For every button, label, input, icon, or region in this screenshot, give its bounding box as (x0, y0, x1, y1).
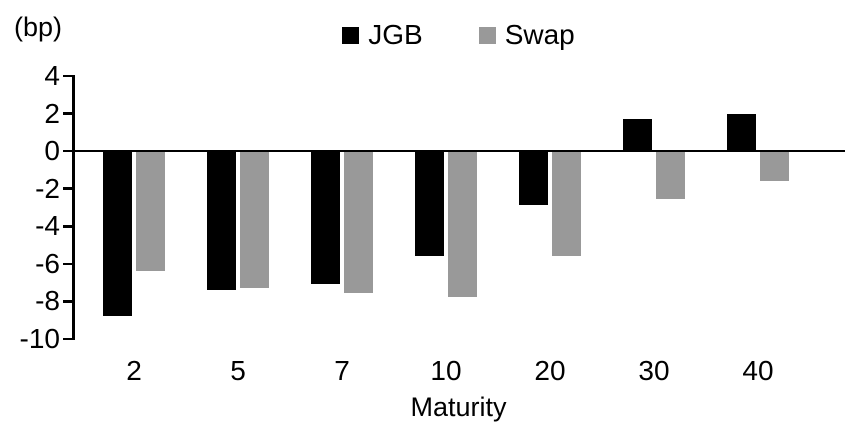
bar-swap-40 (760, 152, 789, 181)
y-tick-mark (63, 300, 72, 303)
legend-marker-jgb (342, 26, 360, 44)
y-tick-label: -10 (19, 323, 60, 354)
y-axis-unit-label: (bp) (14, 12, 63, 42)
plot-area (63, 74, 845, 341)
legend-label: Swap (504, 19, 575, 50)
x-tick-label: 7 (334, 355, 350, 386)
bar-jgb-7 (311, 152, 340, 284)
y-tick-label: 4 (44, 60, 60, 91)
x-axis-title: Maturity (410, 392, 507, 422)
y-tick-label: -4 (35, 210, 60, 242)
y-tick-mark (63, 187, 72, 190)
x-tick-label: 30 (638, 355, 670, 386)
y-tick-label: 2 (44, 97, 60, 129)
bar-swap-10 (448, 152, 477, 298)
bar-jgb-30 (623, 119, 652, 152)
y-tick-mark (63, 262, 72, 266)
bar-jgb-2 (103, 152, 132, 316)
bar-jgb-40 (727, 113, 756, 152)
chart-legend: JGB Swap (72, 20, 845, 50)
y-tick-mark (63, 112, 72, 115)
legend-item-jgb: JGB (342, 19, 423, 50)
y-tick-label: 0 (44, 135, 60, 167)
y-tick-label: -2 (35, 172, 60, 204)
bar-swap-20 (552, 152, 581, 256)
legend-marker-swap (478, 26, 496, 44)
x-tick-label: 20 (534, 355, 566, 386)
bar-swap-5 (240, 152, 269, 288)
bar-swap-30 (656, 152, 685, 200)
x-tick-label: 5 (230, 355, 246, 386)
x-tick-label: 10 (430, 355, 462, 386)
x-axis-zero-line (72, 149, 845, 153)
legend-label: JGB (368, 19, 423, 50)
y-tick-label: -6 (35, 247, 60, 279)
y-tick-mark (63, 149, 72, 153)
y-tick-mark (63, 74, 72, 78)
bar-jgb-20 (519, 152, 548, 205)
bar-jgb-10 (415, 152, 444, 256)
y-tick-mark (63, 337, 72, 341)
bar-swap-7 (344, 152, 373, 294)
bar-swap-2 (136, 152, 165, 271)
y-axis-line (72, 75, 75, 340)
bar-jgb-5 (207, 152, 236, 290)
x-tick-label: 40 (742, 355, 774, 386)
x-tick-label: 2 (126, 355, 142, 386)
y-tick-mark (63, 225, 72, 228)
y-tick-label: -8 (35, 285, 60, 317)
legend-item-swap: Swap (478, 19, 575, 50)
